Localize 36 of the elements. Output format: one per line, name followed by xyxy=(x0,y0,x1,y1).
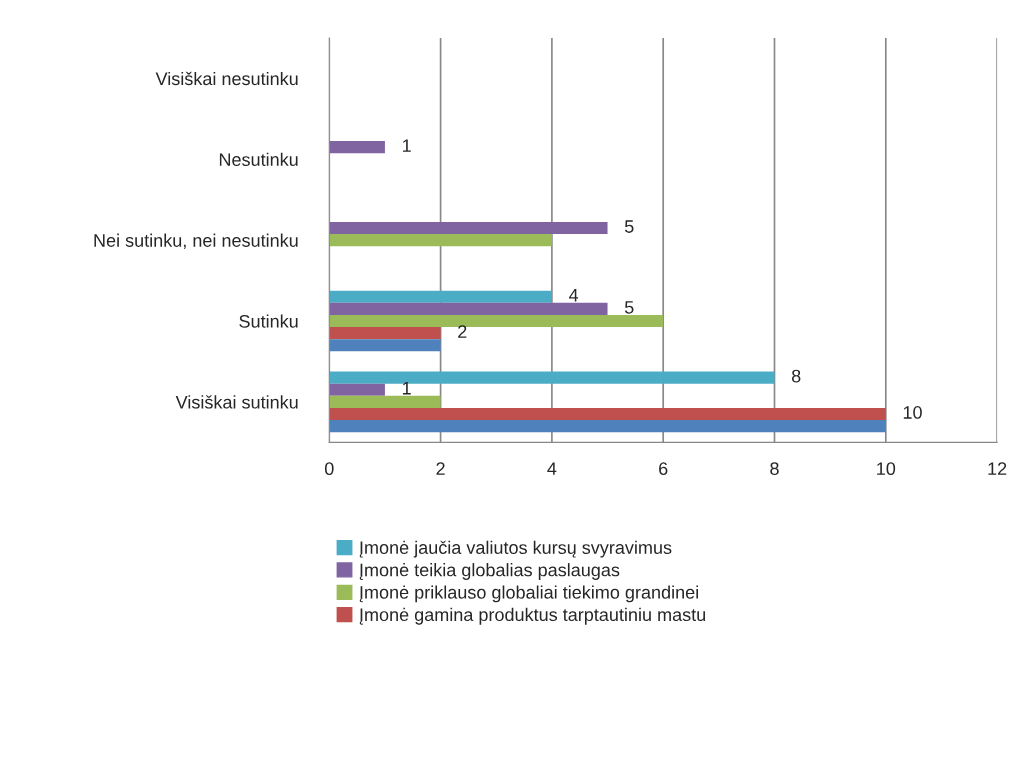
data-label: 4 xyxy=(568,289,579,302)
data-label: 1 xyxy=(402,139,411,152)
y-tick-label: Nei sutinku, nei nesutinku xyxy=(94,233,298,250)
x-tick-label: 0 xyxy=(324,462,334,476)
bar xyxy=(329,420,886,433)
legend-label: Įmonė priklauso globaliai tiekimo grandinei xyxy=(359,585,698,603)
bar xyxy=(329,290,552,303)
y-tick-label: Visiškai nesutinku xyxy=(155,71,298,86)
bar xyxy=(329,234,552,247)
y-tick-label: Visiškai sutinku xyxy=(175,395,298,409)
bar xyxy=(329,371,775,384)
bar xyxy=(329,302,608,315)
legend-label: Įmonė jaučia valiutos kursų svyravimus xyxy=(359,540,672,558)
data-label: 2 xyxy=(458,325,467,338)
x-tick-label: 2 xyxy=(436,462,445,475)
data-label: 5 xyxy=(624,301,634,314)
bar xyxy=(329,141,385,154)
x-tick-label: 8 xyxy=(770,462,779,476)
data-label: 5 xyxy=(624,220,634,233)
data-label: 1 xyxy=(402,382,411,395)
bar xyxy=(329,339,441,352)
bar xyxy=(329,407,886,421)
x-tick-label: 10 xyxy=(877,462,896,476)
x-tick-label: 4 xyxy=(547,462,557,475)
bar xyxy=(329,383,385,396)
y-tick-label: Sutinku xyxy=(239,314,298,328)
x-tick-label: 12 xyxy=(988,462,1007,475)
x-tick-label: 6 xyxy=(659,462,668,476)
legend-label: Įmonė teikia globalias paslaugas xyxy=(359,563,620,580)
data-label: 10 xyxy=(903,406,922,419)
data-label: 8 xyxy=(791,369,801,383)
y-tick-label: Nesutinku xyxy=(219,152,298,167)
bar xyxy=(329,327,441,340)
bar xyxy=(329,395,441,408)
bar xyxy=(329,221,608,235)
legend-label: Įmonė gamina produktus tarptautiniu mastu xyxy=(359,607,706,625)
